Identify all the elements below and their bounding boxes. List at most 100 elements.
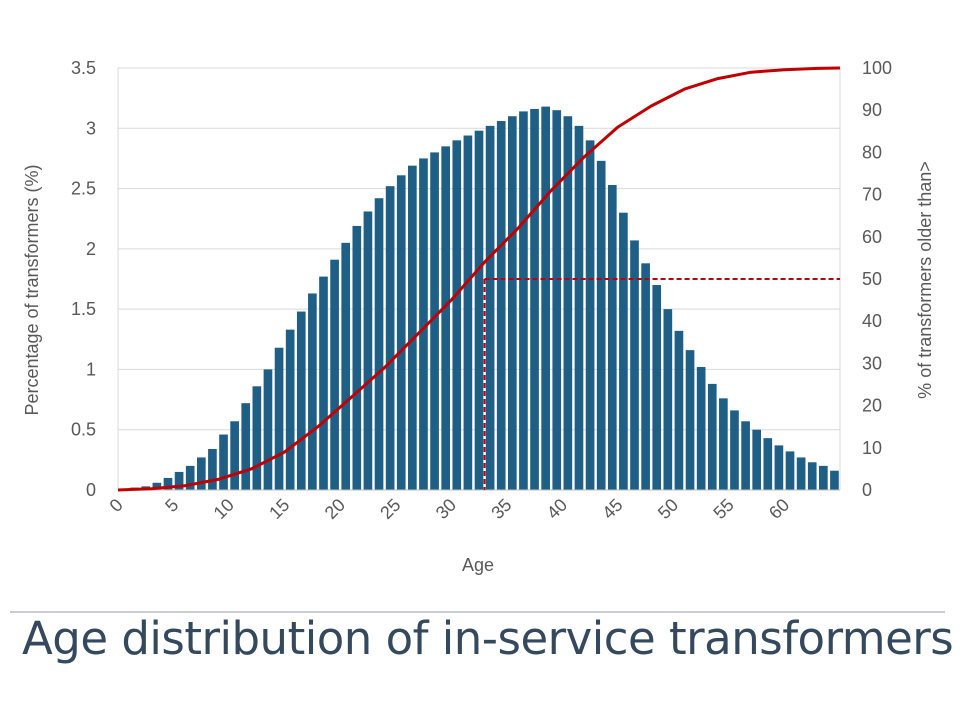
bar bbox=[341, 242, 351, 490]
bar bbox=[619, 212, 628, 490]
y2-tick-label: 20 bbox=[862, 396, 882, 416]
caption-divider bbox=[10, 611, 945, 613]
line-layer bbox=[117, 66, 841, 492]
x-tick-label: 50 bbox=[654, 495, 682, 523]
y2-tick-label: 80 bbox=[862, 142, 882, 162]
bar bbox=[552, 110, 562, 490]
x-tick-label: 45 bbox=[598, 495, 626, 523]
y-tick-label: 3 bbox=[86, 118, 96, 138]
bar bbox=[452, 140, 462, 491]
bar bbox=[219, 434, 228, 490]
age-distribution-chart: 0 0.5 1 1.5 2 2.5 3 3.5 0 10 20 30 40 50 60 70 80 90 100 0 5… bbox=[22, 58, 935, 575]
bar bbox=[674, 330, 684, 490]
x-tick-label: 20 bbox=[321, 495, 349, 523]
chart-svg: 0 0.5 1 1.5 2 2.5 3 3.5 0 10 20 30 40 50 60 70 80 90 100 0 5… bbox=[22, 58, 935, 575]
bar bbox=[441, 146, 451, 490]
bar bbox=[541, 106, 550, 490]
bar bbox=[719, 398, 728, 490]
bar bbox=[496, 121, 506, 491]
bar bbox=[330, 259, 339, 490]
y2-tick-label: 50 bbox=[862, 269, 882, 289]
bar bbox=[641, 263, 650, 490]
bar bbox=[352, 225, 362, 490]
bar bbox=[419, 158, 428, 490]
y2-axis-title: % of transformers older than> bbox=[915, 161, 935, 399]
bar bbox=[274, 347, 284, 490]
y2-tick-label: 10 bbox=[862, 438, 882, 458]
bar bbox=[385, 186, 395, 490]
bar bbox=[241, 403, 251, 490]
bar bbox=[574, 125, 584, 491]
y-tick-label: 2 bbox=[86, 239, 96, 259]
bar bbox=[630, 240, 639, 490]
bar bbox=[463, 135, 473, 490]
y2-tick-label: 90 bbox=[862, 100, 882, 120]
bar bbox=[796, 457, 806, 490]
bar bbox=[396, 175, 406, 490]
x-tick-label: 5 bbox=[161, 495, 182, 516]
bar bbox=[752, 429, 762, 490]
bar bbox=[596, 160, 606, 490]
bar bbox=[308, 293, 317, 490]
x-tick-label: 55 bbox=[709, 495, 737, 523]
bar bbox=[363, 211, 373, 491]
x-tick-label: 30 bbox=[432, 495, 460, 523]
bar bbox=[263, 369, 273, 490]
bar bbox=[485, 125, 495, 491]
y-tick-label: 0.5 bbox=[71, 420, 96, 440]
y2-tick-label: 70 bbox=[862, 185, 882, 205]
y2-tick-label: 40 bbox=[862, 311, 882, 331]
bar bbox=[430, 152, 439, 490]
bar bbox=[830, 470, 839, 490]
bar bbox=[196, 457, 206, 490]
bar bbox=[185, 465, 195, 490]
x-axis-title: Age bbox=[462, 555, 494, 575]
y2-tick-label: 0 bbox=[862, 480, 872, 500]
bar bbox=[785, 451, 795, 490]
bar bbox=[807, 462, 817, 490]
y-tick-label: 2.5 bbox=[71, 179, 96, 199]
bar bbox=[230, 421, 239, 490]
y2-tick-label: 100 bbox=[862, 58, 892, 78]
bar bbox=[730, 410, 739, 490]
y-tick-label: 1.5 bbox=[71, 299, 96, 319]
x-tick-label: 0 bbox=[106, 495, 127, 516]
bar bbox=[652, 285, 662, 490]
bar bbox=[607, 184, 617, 490]
cumulative-line bbox=[117, 66, 841, 492]
bar bbox=[408, 165, 417, 491]
y-axis-title: Percentage of transformers (%) bbox=[22, 164, 42, 415]
bar bbox=[208, 449, 217, 490]
bar bbox=[152, 482, 162, 490]
bar bbox=[319, 276, 328, 490]
bar bbox=[519, 111, 528, 491]
bar bbox=[163, 477, 173, 490]
bar bbox=[474, 130, 484, 490]
bar bbox=[285, 329, 295, 490]
bar bbox=[707, 383, 717, 490]
bar bbox=[374, 198, 384, 490]
bar bbox=[174, 471, 184, 490]
x-tick-label: 35 bbox=[487, 495, 515, 523]
bar-series bbox=[119, 106, 839, 491]
y-tick-label: 0 bbox=[86, 480, 96, 500]
bar bbox=[507, 116, 517, 490]
bar bbox=[296, 311, 306, 490]
y-tick-label: 3.5 bbox=[71, 58, 96, 78]
y2-tick-label: 60 bbox=[862, 227, 882, 247]
bar bbox=[819, 465, 828, 490]
x-tick-label: 25 bbox=[376, 495, 404, 523]
bar bbox=[685, 350, 695, 490]
bar bbox=[585, 140, 595, 491]
bar bbox=[252, 386, 262, 490]
bar bbox=[563, 116, 573, 490]
x-tick-label: 10 bbox=[210, 495, 238, 523]
y-tick-label: 1 bbox=[86, 359, 96, 379]
bar bbox=[696, 367, 706, 490]
bar bbox=[530, 108, 539, 490]
x-tick-label: 15 bbox=[265, 495, 293, 523]
y2-tick-label: 30 bbox=[862, 353, 882, 373]
bar bbox=[741, 421, 750, 490]
x-tick-label: 60 bbox=[765, 495, 793, 523]
bar bbox=[763, 438, 773, 490]
